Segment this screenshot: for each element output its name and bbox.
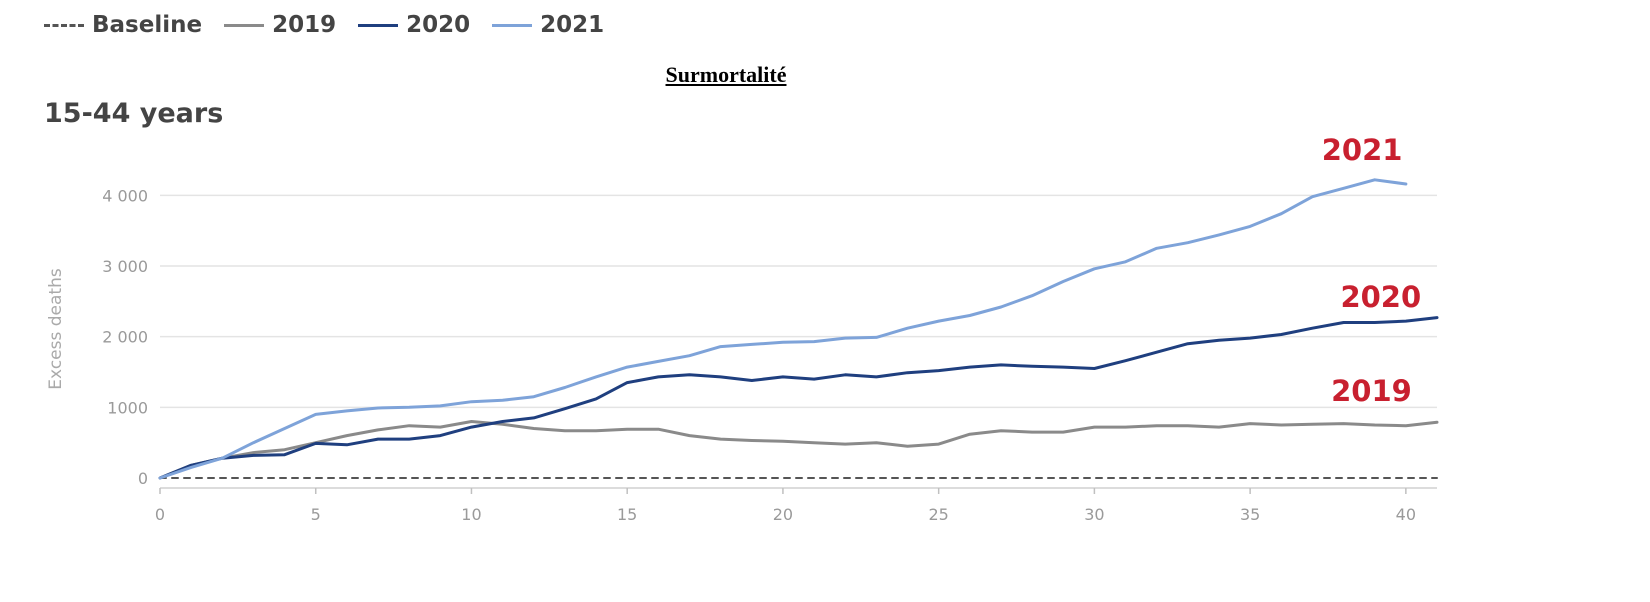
- y-tick-label: 0: [138, 469, 148, 488]
- chart-subtitle: 15-44 years: [44, 98, 224, 129]
- legend-swatch-2021: [492, 23, 533, 27]
- y-tick-label: 3 000: [102, 257, 148, 276]
- annotation-2021: 2021: [1322, 133, 1403, 167]
- legend-label-2020: 2020: [406, 12, 471, 38]
- x-tick-label: 0: [155, 505, 165, 524]
- legend-label-baseline: Baseline: [92, 12, 203, 38]
- series-line-2019: [158, 420, 1439, 480]
- legend-label-2021: 2021: [540, 12, 605, 38]
- legend-item-2020: 2020: [358, 12, 470, 38]
- y-tick-label: 4 000: [102, 186, 148, 205]
- annotation-2019: 2019: [1331, 374, 1412, 408]
- legend-item-2021: 2021: [492, 12, 604, 38]
- x-tick-label: 25: [928, 505, 948, 524]
- x-tick-label: 15: [617, 505, 637, 524]
- series-line-2021: [158, 178, 1408, 480]
- x-tick-label: 20: [773, 505, 793, 524]
- x-tick-label: 30: [1084, 505, 1104, 524]
- x-tick-label: 5: [311, 505, 321, 524]
- legend-item-baseline: Baseline: [44, 12, 202, 38]
- x-tick-label: 10: [461, 505, 481, 524]
- legend-swatch-baseline: [44, 23, 84, 27]
- page-title: Surmortalité: [665, 62, 787, 87]
- annotation-2020: 2020: [1340, 280, 1421, 314]
- chart-legend: Baseline 2019 2020 2021: [44, 10, 604, 40]
- legend-label-2019: 2019: [272, 12, 337, 38]
- x-tick-label: 40: [1396, 505, 1416, 524]
- series-line-2020: [158, 316, 1439, 480]
- legend-swatch-2019: [224, 23, 265, 27]
- y-axis-label: Excess deaths: [46, 268, 66, 390]
- legend-swatch-2020: [358, 23, 399, 27]
- legend-item-2019: 2019: [224, 12, 336, 38]
- y-tick-label: 1000: [107, 398, 148, 417]
- x-tick-label: 35: [1240, 505, 1260, 524]
- y-tick-label: 2 000: [102, 328, 148, 347]
